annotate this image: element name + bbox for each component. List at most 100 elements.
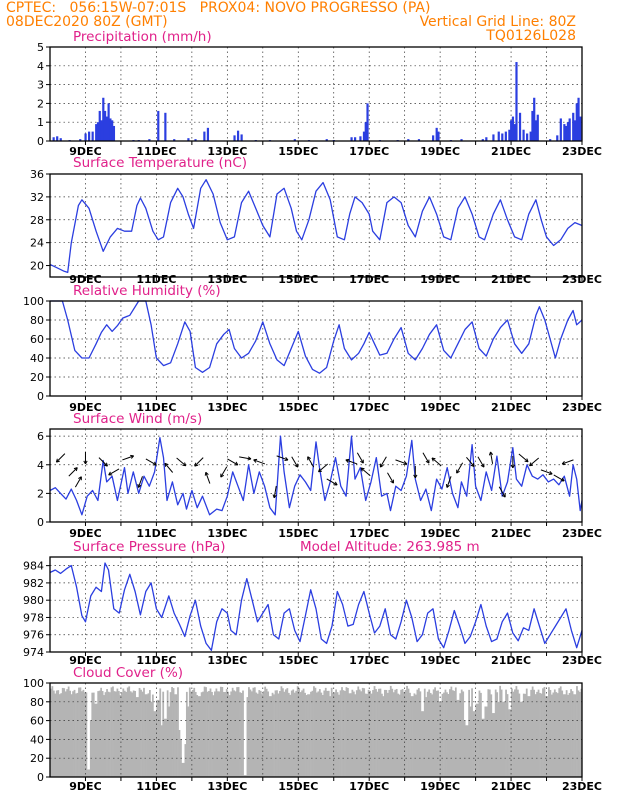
cloud-bar [307, 694, 309, 777]
cloud-bar [92, 692, 95, 777]
wind-arrow [413, 465, 418, 479]
cloud-bar [135, 697, 138, 777]
precip-bar [362, 131, 366, 141]
precip-bar [240, 134, 243, 141]
cloud-bar [113, 691, 116, 777]
x-tick-label: 17DEC [349, 273, 389, 286]
cloud-bar [508, 709, 510, 777]
cloud-bar [293, 692, 296, 777]
wind-arrow [360, 467, 371, 477]
cloud-bar [199, 696, 202, 777]
cloud-bar [528, 696, 531, 777]
wind-arrow [477, 456, 485, 468]
precip-bar [481, 139, 484, 141]
cloud-bar [379, 688, 382, 777]
precip-bar [59, 138, 62, 141]
cloud-bar [76, 692, 79, 777]
pressure-title: Surface Pressure (hPa) [73, 539, 226, 555]
precip-bar [518, 112, 522, 141]
cloud-bar [277, 693, 280, 777]
wind-arrow [488, 451, 494, 464]
x-tick-label: 21DEC [491, 654, 531, 667]
cloud-bar [209, 688, 212, 777]
rh-title: Relative Humidity (%) [73, 283, 221, 299]
cloud-bar [449, 689, 451, 777]
cloud-bar [440, 701, 442, 777]
cloud-bar [558, 688, 561, 777]
cloud-bar [249, 689, 252, 777]
precip-bar [533, 97, 536, 141]
cloud-bar [81, 691, 83, 777]
precip-bar [100, 120, 103, 141]
cloud-bar [205, 687, 207, 777]
wind-series-line [49, 435, 583, 516]
y-tick-label: 5 [37, 41, 44, 54]
cloud-bar [454, 687, 457, 777]
cloud-bar [494, 689, 497, 777]
cloud-bar [496, 692, 499, 777]
cloud-bar [577, 690, 580, 777]
cloud-bar [128, 686, 131, 777]
precip-bar [148, 139, 151, 141]
cloud-bar [66, 689, 69, 777]
x-tick-label: 17DEC [349, 145, 389, 158]
cloud-bar [324, 687, 327, 777]
cloud-bar [253, 687, 256, 777]
cloud-bar [573, 694, 575, 777]
wind-arrow [98, 457, 108, 467]
cloud-bar [171, 687, 173, 777]
cloud-bar [550, 694, 553, 777]
cloud-bar [341, 687, 343, 777]
precip-bar [529, 131, 532, 141]
cloud-bar [299, 692, 302, 777]
wind-arrow [540, 469, 553, 475]
cloud-bar [78, 687, 80, 777]
cloud-bar [401, 689, 404, 777]
wind-arrow [422, 452, 430, 464]
cloud-bar [567, 694, 569, 777]
x-tick-label: 9DEC [69, 654, 101, 667]
cloud-bar [339, 690, 342, 777]
x-tick-label: 15DEC [278, 273, 318, 286]
precip-bar [579, 116, 582, 141]
cloud-bar [120, 692, 123, 777]
wind-arrow [291, 456, 299, 468]
x-tick-label: 15DEC [278, 780, 318, 793]
precip-bar [233, 135, 236, 141]
cloud-bar [159, 688, 162, 777]
cloud-bar [527, 696, 530, 777]
precip-bar [511, 116, 515, 141]
cloud-panel: Cloud Cover (%) 0 20 40 60 80 100 9DEC 11DEC 13DE… [23, 665, 602, 793]
precip-bar [325, 139, 328, 141]
cloud-bar [314, 687, 317, 777]
cloud-bar [386, 692, 389, 777]
cloud-bar [438, 701, 441, 777]
wind-panel: Surface Wind (m/s) 0 2 4 6 9DEC 11DEC 13DEC 15DE… [37, 411, 602, 540]
cloud-bar [361, 687, 364, 777]
precip-bar [513, 124, 516, 141]
cloud-bar [345, 687, 348, 777]
cloud-bar [525, 688, 528, 777]
cloud-bar [539, 692, 541, 777]
cloud-bar [321, 694, 324, 777]
cloud-bar [358, 689, 361, 777]
wind-arrow [74, 476, 82, 488]
cloud-bar [52, 690, 55, 777]
y-tick-label: 60 [30, 715, 44, 728]
cloud-bar [295, 690, 298, 777]
cloud-bar [287, 692, 290, 777]
precip-bar [407, 139, 410, 141]
cloud-bar [565, 690, 568, 777]
precip-bar [112, 125, 116, 141]
x-tick-label: 13DEC [207, 527, 247, 540]
y-tick-label: 2 [37, 97, 44, 110]
cloud-bar [243, 775, 246, 777]
cloud-bar [559, 686, 562, 777]
x-tick-label: 15DEC [278, 145, 318, 158]
cloud-bar [141, 691, 144, 777]
cloud-bar [58, 694, 61, 777]
cloud-bar [533, 689, 536, 777]
y-tick-label: 80 [30, 696, 44, 709]
cloud-bar [63, 688, 66, 777]
cloud-bar [202, 691, 204, 777]
